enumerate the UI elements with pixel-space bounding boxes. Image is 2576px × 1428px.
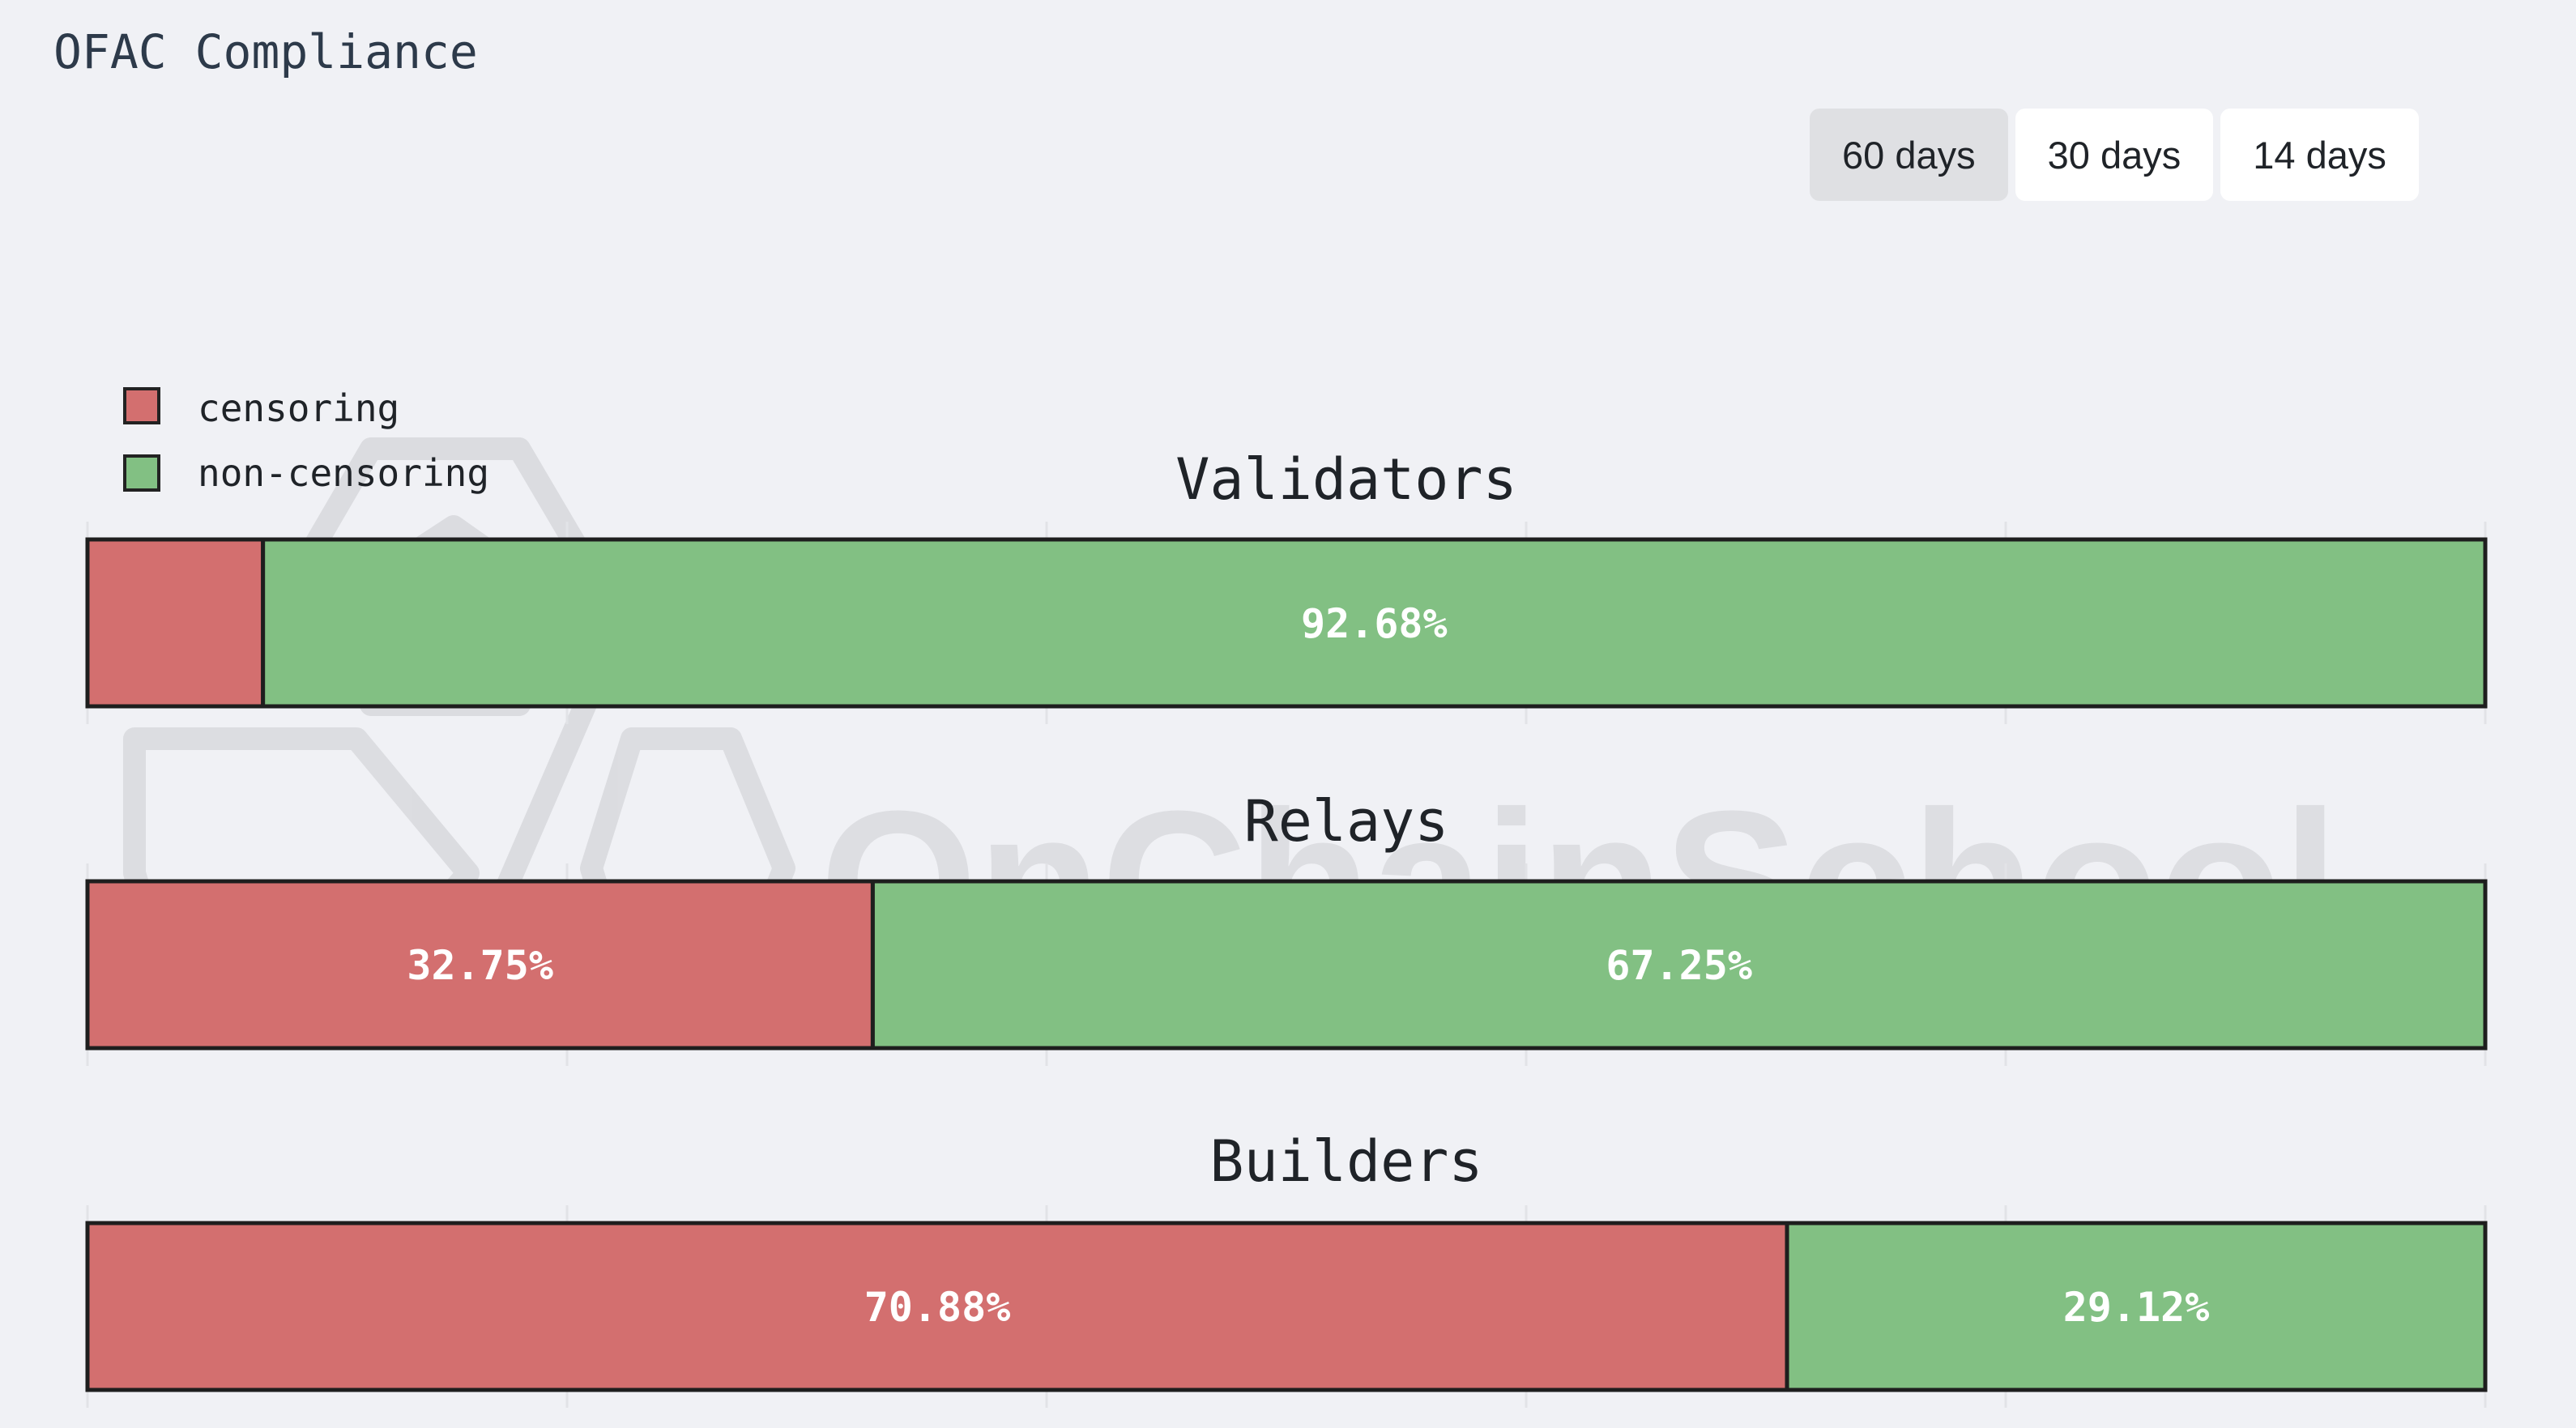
bar-validators-non-censoring — [261, 537, 2488, 709]
legend: censoring non-censoring — [123, 386, 489, 495]
legend-label-non-censoring: non-censoring — [198, 451, 489, 495]
data-label-relays-non-censoring: 67.25% — [1606, 942, 1752, 989]
subplot-title-relays: Relays — [1244, 788, 1449, 855]
data-label-relays-censoring: 32.75% — [407, 942, 553, 989]
range-button-14-days[interactable]: 14 days — [2220, 109, 2419, 201]
legend-swatch-censoring — [123, 387, 160, 424]
data-label-builders-non-censoring: 29.12% — [2063, 1284, 2210, 1331]
data-label-validators-non-censoring: 92.68% — [1301, 600, 1448, 647]
range-button-30-days[interactable]: 30 days — [2015, 109, 2214, 201]
bar-builders-censoring — [85, 1221, 1789, 1392]
bar-validators-censoring — [85, 537, 266, 709]
bar-builders-non-censoring — [1785, 1221, 2488, 1392]
bar-relays-censoring — [85, 879, 875, 1051]
time-range-selector: 60 days 30 days 14 days — [1810, 109, 2419, 201]
subplot-title-builders: Builders — [1209, 1128, 1482, 1195]
subplot-title-validators: Validators — [1175, 446, 1516, 513]
legend-swatch-non-censoring — [123, 454, 160, 492]
bar-relays-non-censoring — [870, 879, 2488, 1051]
data-label-builders-censoring: 70.88% — [864, 1284, 1011, 1331]
range-button-60-days[interactable]: 60 days — [1810, 109, 2008, 201]
legend-label-censoring: censoring — [198, 386, 399, 430]
page-title: OFAC Compliance — [53, 24, 478, 79]
